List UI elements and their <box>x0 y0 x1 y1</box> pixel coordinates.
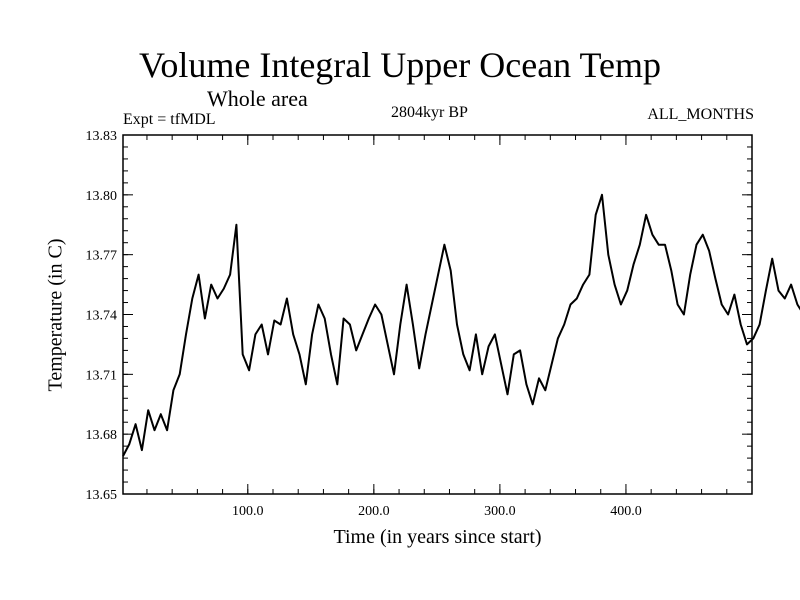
period-label: 2804kyr BP <box>391 104 468 121</box>
y-tick-label: 13.68 <box>86 428 118 443</box>
series-line <box>122 193 800 457</box>
y-tick-label: 13.74 <box>86 309 118 324</box>
x-tick-label: 200.0 <box>358 504 390 519</box>
months-label: ALL_MONTHS <box>647 106 754 123</box>
y-tick-label: 13.77 <box>86 249 118 264</box>
y-tick-label: 13.83 <box>86 129 118 144</box>
y-tick-label: 13.65 <box>86 488 118 503</box>
y-axis-label: Temperature (in C) <box>44 238 67 392</box>
chart-title: Volume Integral Upper Ocean Temp <box>139 45 661 85</box>
plot-frame <box>122 134 753 495</box>
x-axis-label: Time (in years since start) <box>333 526 542 548</box>
y-tick-label: 13.80 <box>86 189 118 204</box>
x-tick-label: 400.0 <box>610 504 642 519</box>
experiment-label: Expt = tfMDL <box>123 111 216 128</box>
tick-labels: 13.65 13.68 13.71 13.74 13.77 13.80 13.83 100.0… <box>86 129 642 519</box>
chart-subtitle: Whole area <box>207 86 308 111</box>
axis-ticks <box>123 134 753 495</box>
x-tick-label: 100.0 <box>232 504 264 519</box>
x-tick-label: 300.0 <box>484 504 516 519</box>
y-tick-label: 13.71 <box>86 368 118 383</box>
